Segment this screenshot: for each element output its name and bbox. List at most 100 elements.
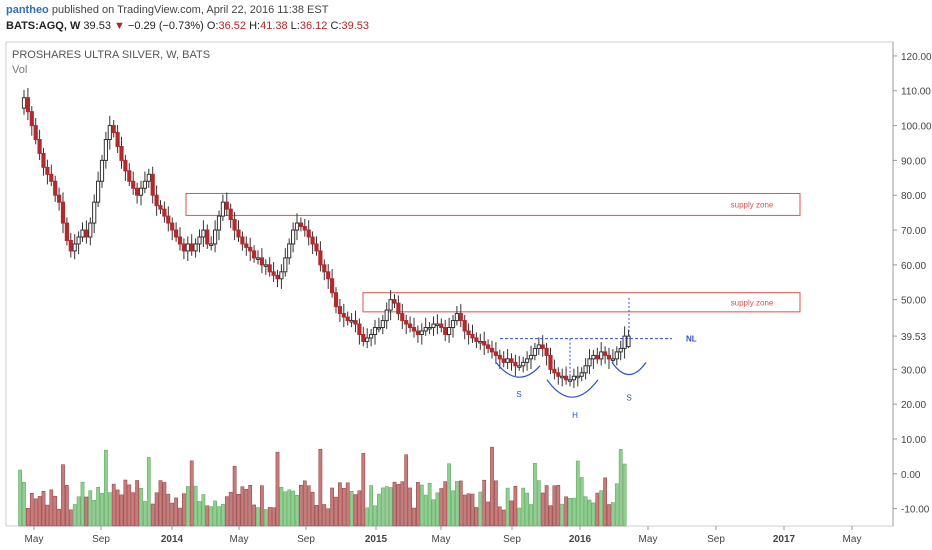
volume-bar	[209, 506, 214, 527]
volume-bar	[536, 480, 541, 527]
pattern-label: S	[516, 390, 521, 399]
volume-bar	[318, 448, 323, 527]
volume-bar	[252, 504, 256, 527]
time-tick-label: May	[639, 534, 658, 545]
candle-body	[127, 170, 132, 182]
candle-body	[228, 208, 233, 221]
volume-bar	[575, 460, 580, 527]
volume-bar	[107, 492, 112, 527]
time-tick-label: 2014	[161, 534, 184, 545]
volume-bar	[587, 499, 592, 527]
time-tick-label: Sep	[297, 534, 315, 545]
candle-body	[123, 159, 128, 172]
candle-body	[158, 205, 163, 210]
candle-body	[76, 236, 81, 245]
volume-bar	[416, 482, 420, 527]
candle-body	[252, 250, 257, 259]
volume-bar	[49, 489, 54, 527]
open-value: 36.52	[218, 20, 247, 32]
price-chart[interactable]: supply zone supply zone NL S H S 120.00 110.0…	[0, 38, 932, 550]
candle-body	[189, 243, 194, 252]
volume-bar	[61, 464, 65, 527]
volume-bar	[369, 485, 373, 527]
volume-bar	[595, 492, 600, 527]
high-value: 41.38	[260, 20, 288, 32]
volume-bar	[470, 493, 475, 527]
candle-body	[357, 323, 362, 335]
low-value: 36.12	[299, 20, 328, 32]
candle-body	[603, 351, 608, 356]
close-label: C:	[330, 20, 342, 32]
candle-body	[521, 361, 526, 367]
candle-body	[103, 138, 109, 161]
volume-bar	[310, 491, 315, 527]
candle-body	[489, 347, 495, 353]
volume-bar	[466, 493, 471, 527]
candle-body	[181, 243, 187, 252]
candle-body	[556, 372, 561, 377]
volume-bar	[104, 449, 108, 527]
volume-bar	[517, 507, 522, 527]
candle-body	[170, 222, 175, 231]
volume-bar	[267, 507, 272, 527]
volume-bar	[392, 481, 397, 527]
volume-bar	[224, 496, 229, 527]
volume-bar	[373, 505, 377, 527]
volume-bar	[143, 501, 147, 527]
candle-body	[501, 358, 506, 363]
price-tick-label: 0.00	[901, 470, 921, 481]
candle-body	[427, 327, 432, 330]
volume-bar	[26, 508, 30, 527]
volume-bar	[494, 480, 498, 527]
volume-bar	[131, 492, 136, 527]
volume-bar	[162, 482, 167, 527]
volume-bar	[458, 480, 463, 527]
candle-body	[415, 330, 420, 335]
candle-body	[216, 215, 222, 231]
volume-bar	[256, 507, 260, 527]
time-tick-label: 2016	[569, 534, 592, 545]
price-tick-label: 50.00	[901, 296, 926, 307]
down-arrow-icon: ▼	[114, 20, 125, 32]
candle-body	[306, 229, 311, 238]
candle-body	[595, 354, 600, 360]
volume-bar	[388, 487, 393, 527]
candle-body	[376, 327, 381, 330]
candle-body	[287, 243, 292, 259]
volume-bar	[178, 507, 182, 527]
volume-bar	[33, 498, 38, 527]
price-tick-label: 100.00	[901, 122, 932, 133]
volume-bar	[349, 491, 354, 527]
volume-bar	[135, 480, 139, 527]
volume-bar	[22, 482, 26, 527]
volume-bar	[127, 484, 132, 527]
volume-bar	[189, 460, 194, 527]
candle-body	[548, 354, 553, 370]
candle-body	[330, 278, 335, 294]
candle-body	[72, 243, 77, 252]
volume-bar	[41, 490, 46, 527]
candle-body	[419, 330, 424, 335]
volume-bar	[291, 490, 295, 527]
publisher-name[interactable]: pantheo	[6, 4, 49, 16]
candle-body	[302, 226, 307, 231]
volume-bar	[412, 507, 416, 527]
volume-bar	[443, 481, 448, 527]
open-label: O:	[206, 20, 219, 32]
volume-bar	[618, 449, 623, 527]
candle-body	[618, 347, 623, 353]
time-tick-label: May	[843, 534, 862, 545]
candle-body	[255, 257, 261, 260]
volume-bar	[29, 493, 34, 527]
volume-bar	[501, 509, 506, 527]
candle-body	[571, 375, 576, 381]
volume-bar	[244, 489, 249, 527]
volume-bar	[275, 451, 280, 527]
candle-body	[193, 243, 198, 252]
candle-body	[614, 351, 619, 360]
volume-bar	[68, 509, 73, 527]
supply-zones: supply zone supply zone	[185, 192, 801, 313]
candle-body	[380, 320, 385, 329]
candle-body	[248, 246, 253, 252]
supply-zone-label: supply zone	[731, 298, 774, 307]
